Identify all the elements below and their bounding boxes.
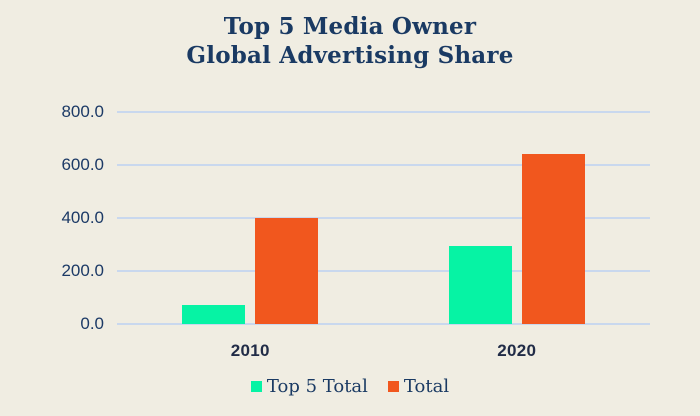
legend-item-top-5-total: Top 5 Total — [250, 376, 368, 397]
bar-top-5-total-2010 — [182, 305, 246, 324]
y-tick-label-400: 400.0 — [61, 208, 104, 227]
bar-group-2010 — [182, 112, 319, 324]
gridline-600 — [117, 164, 650, 166]
gridline-200 — [117, 270, 650, 272]
y-tick-label-600: 600.0 — [61, 155, 104, 174]
gridline-0 — [117, 323, 650, 325]
chart-title: Top 5 Media Owner Global Advertising Sha… — [0, 0, 700, 70]
bar-top-5-total-2020 — [448, 245, 512, 324]
bar-total-2010 — [255, 218, 319, 324]
x-axis: 2010 2020 — [117, 341, 650, 361]
x-tick-label-2020: 2020 — [497, 341, 537, 360]
legend-label-total: Total — [403, 376, 450, 397]
legend-label-top-5-total: Top 5 Total — [266, 376, 368, 397]
legend-swatch-total — [387, 381, 399, 392]
gridline-400 — [117, 217, 650, 219]
y-tick-label-0: 0.0 — [80, 314, 104, 333]
bar-group-2020 — [448, 112, 585, 324]
x-tick-label-2010: 2010 — [230, 341, 270, 360]
legend-item-total: Total — [387, 376, 450, 397]
chart-title-line1: Top 5 Media Owner — [223, 13, 477, 40]
bar-total-2020 — [521, 154, 585, 324]
legend: Top 5 Total Total — [0, 376, 700, 397]
plot-area: 800.0 600.0 400.0 200.0 0.0 — [61, 102, 650, 333]
chart-title-line2: Global Advertising Share — [186, 42, 514, 69]
chart-body: 800.0 600.0 400.0 200.0 0.0 2010 2020 — [61, 102, 650, 361]
legend-swatch-top-5-total — [250, 381, 262, 392]
gridline-800 — [117, 111, 650, 113]
y-tick-label-200: 200.0 — [61, 261, 104, 280]
y-tick-label-800: 800.0 — [61, 102, 104, 121]
